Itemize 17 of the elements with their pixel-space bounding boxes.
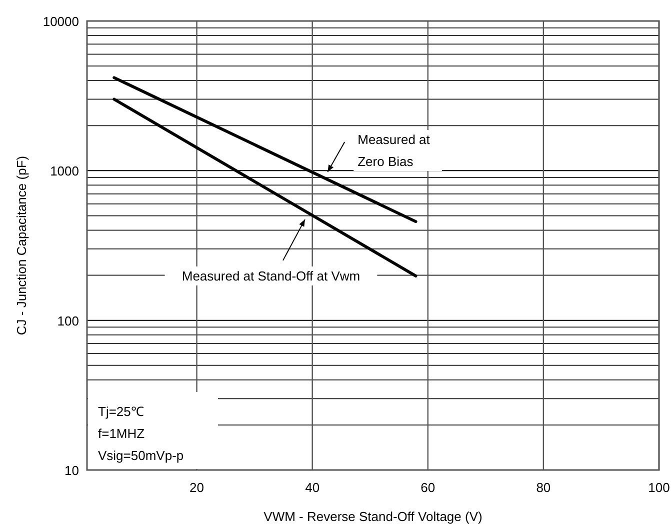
x-tick-label: 80 (536, 480, 551, 495)
x-axis-title: VWM - Reverse Stand-Off Voltage (V) (264, 509, 482, 524)
x-tick-label: 60 (420, 480, 436, 495)
x-tick-label: 100 (648, 480, 670, 495)
x-tick-label: 20 (190, 480, 204, 495)
x-tick-label: 40 (305, 480, 320, 495)
y-tick-label: 100 (57, 313, 79, 328)
annotation: Measured at Stand-Off at Vwm (182, 268, 360, 284)
annotation: Tj=25℃ (98, 404, 144, 419)
annotation: Vsig=50mVp-p (98, 448, 184, 463)
annotation: f=1MHZ (98, 426, 145, 441)
y-axis-title: CJ - Junction Capacitance (pF) (14, 156, 29, 336)
annotation: Measured at Zero Bias (358, 132, 430, 169)
y-tick-label: 1000 (50, 164, 79, 179)
y-tick-label: 10 (64, 463, 79, 478)
y-tick-label: 10000 (42, 14, 79, 29)
note-box: Tj=25℃ f=1MHZ Vsig=50mVp-p (88, 392, 218, 469)
